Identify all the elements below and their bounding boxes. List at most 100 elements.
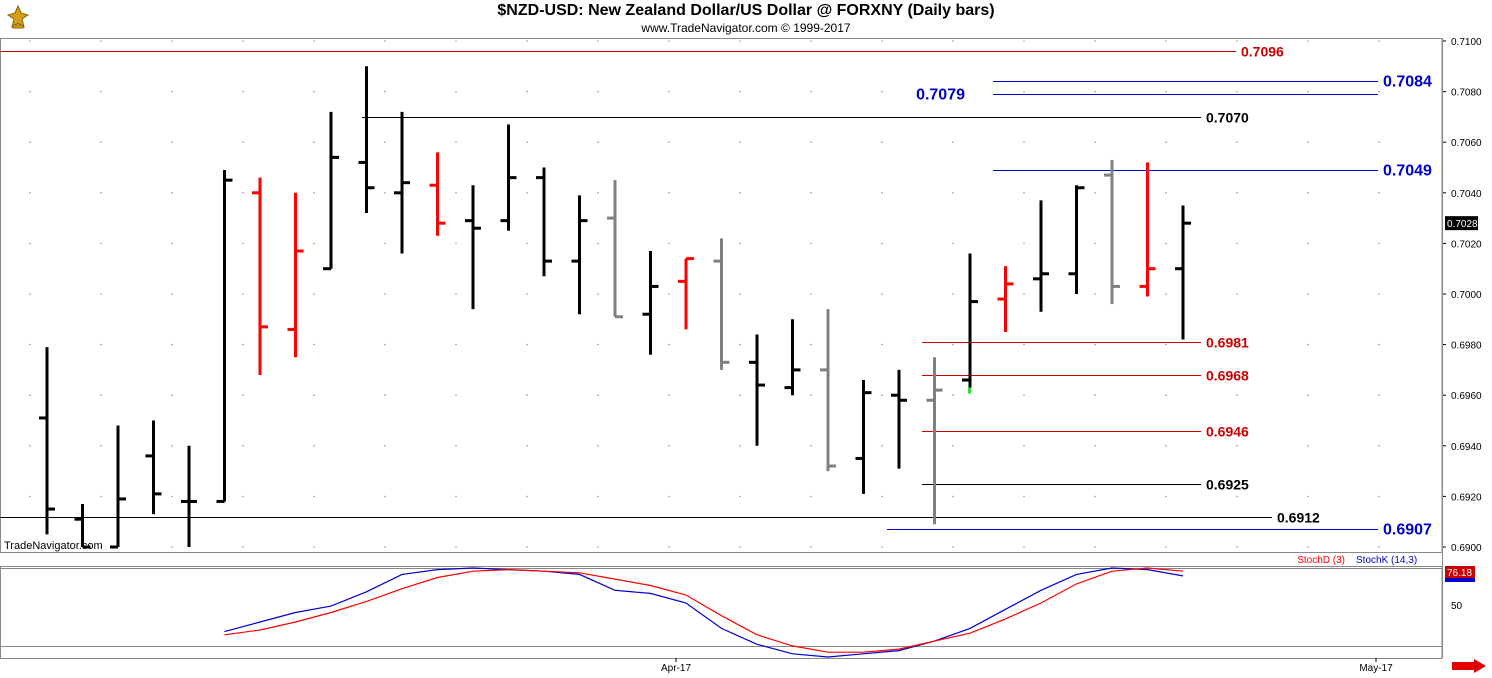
grid-dot [1307, 394, 1309, 397]
grid-dot [1236, 90, 1238, 93]
grid-dot [384, 343, 386, 346]
price-tick-label: 0.7020 [1451, 239, 1482, 250]
grid-dot [1165, 394, 1167, 397]
grid-dot [526, 40, 528, 42]
grid-dot [526, 495, 528, 498]
grid-dot [1165, 495, 1167, 498]
grid-dot [100, 90, 102, 93]
grid-dot [455, 293, 457, 295]
grid-dot [171, 445, 173, 447]
stochd-line [224, 567, 1184, 653]
grid-dot [29, 495, 31, 498]
level-label: 0.6907 [1383, 522, 1432, 539]
grid-dot [384, 192, 386, 194]
grid-dot [455, 40, 457, 42]
grid-dot [668, 343, 670, 346]
price-tick-label: 0.7080 [1451, 88, 1482, 99]
grid-dot [881, 40, 883, 42]
price-tick-label: 0.7000 [1451, 290, 1482, 301]
grid-dot [810, 90, 812, 93]
date-tick-label: May-17 [1359, 663, 1393, 674]
grid-dot [1236, 293, 1238, 295]
grid-dot [881, 90, 883, 93]
price-grid [29, 40, 1380, 548]
grid-dot [1094, 141, 1096, 143]
grid-dot [100, 242, 102, 245]
grid-dot [242, 141, 244, 143]
grid-dot [881, 546, 883, 548]
grid-dot [810, 394, 812, 397]
scroll-right-arrow-icon[interactable] [1452, 659, 1486, 673]
grid-dot [313, 90, 315, 93]
level-label: 0.7096 [1241, 44, 1284, 60]
grid-dot [1165, 343, 1167, 346]
grid-dot [455, 445, 457, 447]
grid-dot [1023, 141, 1025, 143]
ohlc-bars [39, 66, 1191, 549]
grid-dot [810, 343, 812, 346]
grid-dot [242, 192, 244, 194]
grid-dot [1307, 445, 1309, 447]
date-axis: Apr-17 May-17 [0, 38, 1443, 674]
grid-dot [1307, 40, 1309, 42]
grid-dot [597, 546, 599, 548]
level-label: 0.6912 [1277, 510, 1320, 526]
grid-dot [384, 394, 386, 397]
grid-dot [1023, 293, 1025, 295]
grid-dot [597, 242, 599, 245]
grid-dot [1378, 192, 1380, 194]
grid-dot [1165, 90, 1167, 93]
price-tick-label: 0.6940 [1451, 442, 1482, 453]
grid-dot [668, 394, 670, 397]
grid-dot [1307, 242, 1309, 245]
green-marker [968, 387, 971, 394]
grid-dot [384, 242, 386, 245]
grid-dot [739, 495, 741, 498]
grid-dot [171, 90, 173, 93]
grid-dot [242, 394, 244, 397]
grid-dot [952, 40, 954, 42]
grid-dot [1236, 242, 1238, 245]
grid-dot [739, 445, 741, 447]
grid-dot [1378, 343, 1380, 346]
grid-dot [952, 495, 954, 498]
grid-dot [1165, 546, 1167, 548]
grid-dot [1094, 90, 1096, 93]
grid-dot [668, 546, 670, 548]
grid-dot [1236, 394, 1238, 397]
grid-dot [1094, 394, 1096, 397]
grid-dot [1236, 495, 1238, 498]
price-tick-label: 0.6920 [1451, 492, 1482, 503]
grid-dot [1094, 40, 1096, 42]
legend-stochd: StochD (3) [1297, 555, 1345, 566]
grid-dot [313, 495, 315, 498]
grid-dot [881, 394, 883, 397]
grid-dot [1023, 445, 1025, 447]
grid-dot [1165, 141, 1167, 143]
grid-dot [739, 40, 741, 42]
grid-dot [1307, 90, 1309, 93]
grid-dot [668, 141, 670, 143]
grid-dot [810, 40, 812, 42]
watermark-text: TradeNavigator.com [4, 540, 103, 552]
grid-dot [313, 343, 315, 346]
grid-dot [597, 192, 599, 194]
level-label: 0.7084 [1383, 74, 1432, 91]
grid-dot [1094, 495, 1096, 498]
grid-dot [455, 394, 457, 397]
grid-dot [952, 293, 954, 295]
grid-dot [242, 242, 244, 245]
grid-dot [1378, 546, 1380, 548]
grid-dot [739, 90, 741, 93]
grid-dot [739, 141, 741, 143]
grid-dot [1378, 293, 1380, 295]
grid-dot [313, 141, 315, 143]
grid-dot [29, 192, 31, 194]
grid-dot [1094, 242, 1096, 245]
grid-dot [100, 293, 102, 295]
grid-dot [526, 141, 528, 143]
grid-dot [1307, 546, 1309, 548]
grid-dot [810, 445, 812, 447]
grid-dot [313, 40, 315, 42]
